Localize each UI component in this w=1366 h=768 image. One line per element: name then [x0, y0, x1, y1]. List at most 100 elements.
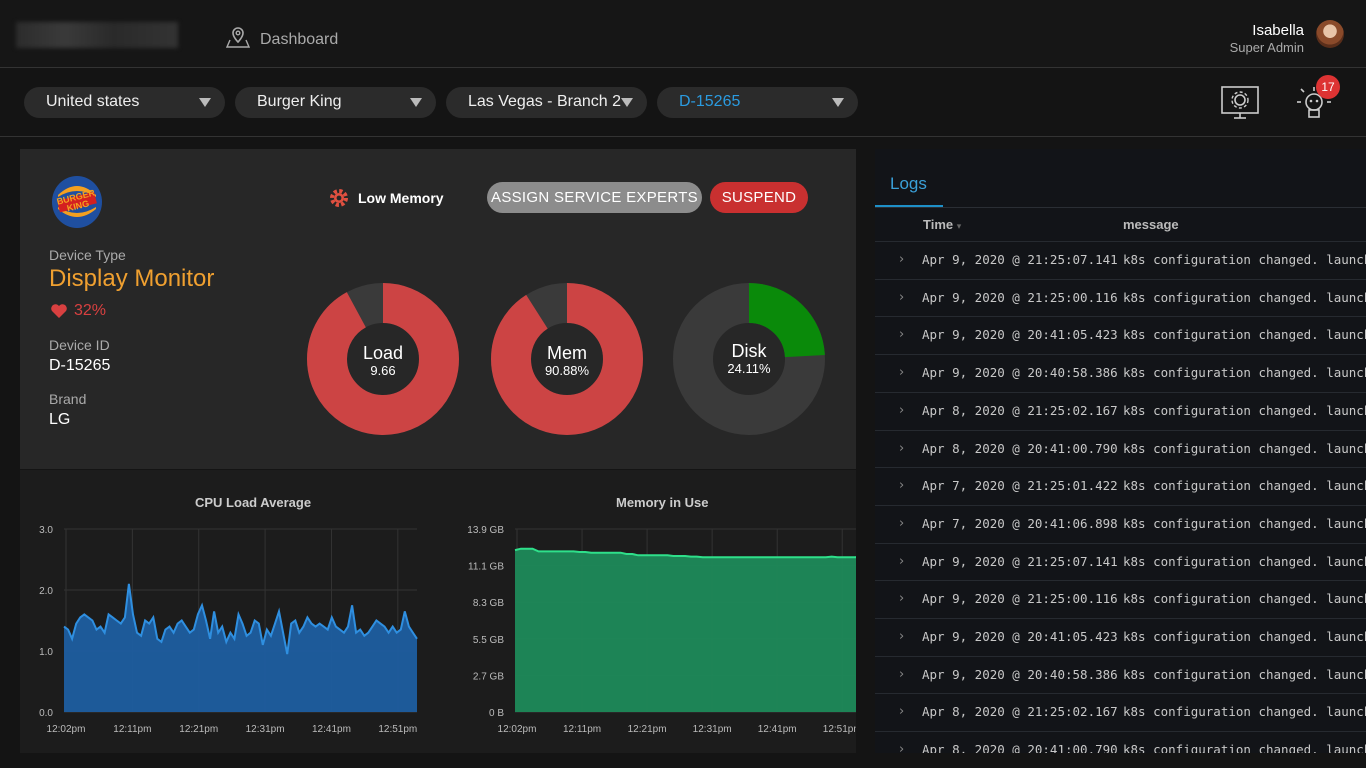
nav-dashboard-link[interactable]: Dashboard	[225, 26, 339, 53]
x-tick-label: 12:31pm	[246, 724, 285, 735]
log-row[interactable]: › Apr 9, 2020 @ 20:41:05.423 k8s configura…	[875, 316, 1366, 354]
log-row[interactable]: › Apr 9, 2020 @ 20:40:58.386 k8s configura…	[875, 354, 1366, 392]
health-value: 32%	[74, 302, 107, 319]
log-message: k8s configuration changed. launching	[1123, 402, 1366, 418]
charts-card: CPU Load Average Memory in Use 0.0 1.0 2.0…	[20, 470, 856, 753]
load-gauge-ring	[307, 283, 459, 435]
log-row[interactable]: › Apr 7, 2020 @ 20:41:06.898 k8s configura…	[875, 504, 1366, 543]
log-row[interactable]: › Apr 8, 2020 @ 20:41:00.790 k8s configura…	[875, 731, 1366, 753]
chevron-right-icon[interactable]: ›	[899, 515, 905, 531]
x-tick-label: 12:41pm	[758, 724, 797, 735]
health-indicator: 32%	[50, 302, 106, 320]
x-tick-label: 12:11pm	[563, 724, 601, 735]
log-time: Apr 9, 2020 @ 21:25:07.141	[922, 553, 1118, 569]
log-time: Apr 9, 2020 @ 20:40:58.386	[922, 365, 1118, 381]
log-row[interactable]: › Apr 9, 2020 @ 20:41:05.423 k8s configura…	[875, 618, 1366, 656]
user-info[interactable]: Isabella Super Admin	[1230, 22, 1304, 55]
chevron-right-icon[interactable]: ›	[899, 742, 905, 753]
avatar[interactable]	[1316, 20, 1344, 48]
log-row[interactable]: › Apr 9, 2020 @ 20:40:58.386 k8s configura…	[875, 655, 1366, 694]
log-message: k8s configuration changed. launching	[1123, 704, 1366, 720]
device-select[interactable]: D-15265	[657, 87, 858, 118]
chevron-right-icon[interactable]: ›	[899, 478, 905, 494]
monitor-settings-button[interactable]	[1220, 83, 1260, 123]
memory-gauge-ring	[491, 283, 643, 435]
branch-select[interactable]: Las Vegas - Branch 2	[446, 87, 647, 118]
chevron-right-icon[interactable]: ›	[899, 289, 905, 305]
chevron-right-icon[interactable]: ›	[899, 440, 905, 456]
memory-gauge-value: 90.88%	[544, 363, 590, 378]
notification-count-badge: 17	[1316, 75, 1340, 99]
y-tick-label: 2.0	[39, 586, 53, 597]
country-select-value: United states	[46, 93, 140, 110]
log-message: k8s configuration changed. launching	[1123, 365, 1366, 381]
chevron-right-icon[interactable]: ›	[899, 252, 905, 267]
heart-icon	[51, 304, 67, 318]
brand-select[interactable]: Burger King	[235, 87, 436, 118]
log-row[interactable]: › Apr 7, 2020 @ 21:25:01.422 k8s configura…	[875, 467, 1366, 505]
series-line	[514, 547, 856, 559]
brand-label: Brand	[49, 391, 87, 407]
log-message: k8s configuration changed. launching	[1123, 591, 1366, 607]
notifications-button[interactable]: 17	[1294, 75, 1340, 123]
memory-gauge-arc	[491, 283, 643, 435]
user-name: Isabella	[1252, 22, 1304, 39]
chevron-right-icon[interactable]: ›	[899, 629, 905, 644]
log-message: k8s configuration changed. launching	[1123, 742, 1366, 753]
log-time: Apr 9, 2020 @ 20:41:05.423	[922, 629, 1118, 644]
chevron-right-icon[interactable]: ›	[899, 553, 905, 569]
suspend-button[interactable]: SUSPEND	[710, 182, 808, 213]
app-logo[interactable]	[16, 22, 178, 48]
filter-bar: United states Burger King Las Vegas - Br…	[0, 69, 1366, 137]
log-row[interactable]: › Apr 9, 2020 @ 21:25:07.141 k8s configura…	[875, 241, 1366, 279]
log-message: k8s configuration changed. launching	[1123, 666, 1366, 682]
y-tick-label: 8.3 GB	[473, 598, 504, 609]
log-time: Apr 8, 2020 @ 21:25:02.167	[922, 402, 1118, 418]
log-row[interactable]: › Apr 9, 2020 @ 21:25:07.141 k8s configura…	[875, 542, 1366, 581]
chevron-right-icon[interactable]: ›	[899, 327, 905, 343]
log-row[interactable]: › Apr 9, 2020 @ 21:25:00.116 k8s configura…	[875, 580, 1366, 618]
log-time: Apr 7, 2020 @ 20:41:06.898	[922, 515, 1118, 531]
brand-select-value: Burger King	[257, 93, 342, 110]
country-select[interactable]: United states	[24, 87, 225, 118]
device-card: BURGER KING Device Type Display Monitor …	[20, 149, 856, 469]
log-row[interactable]: › Apr 8, 2020 @ 21:25:02.167 k8s configura…	[875, 391, 1366, 430]
log-row[interactable]: › Apr 8, 2020 @ 21:25:02.167 k8s configura…	[875, 693, 1366, 731]
tab-logs[interactable]: Logs	[875, 149, 943, 207]
chevron-down-icon	[621, 98, 633, 107]
nav-dashboard-label: Dashboard	[260, 30, 339, 48]
chevron-right-icon[interactable]: ›	[899, 365, 905, 381]
device-id-label: Device ID	[49, 337, 110, 353]
low-memory-alert: Low Memory	[328, 187, 444, 209]
log-message: k8s configuration changed. launching	[1123, 553, 1366, 569]
chevron-right-icon[interactable]: ›	[899, 591, 905, 607]
assign-service-experts-button[interactable]: ASSIGN SERVICE EXPERTS	[487, 182, 702, 213]
area-fill	[515, 548, 856, 712]
tab-divider	[875, 207, 1366, 208]
sort-icon: ▾	[956, 221, 962, 231]
y-tick-label: 5.5 GB	[473, 635, 504, 646]
chevron-right-icon[interactable]: ›	[899, 704, 905, 720]
x-tick-label: 12:41pm	[312, 724, 351, 735]
brand-value: LG	[49, 411, 71, 428]
column-header-time[interactable]: Time ▾	[923, 217, 961, 232]
log-message: k8s configuration changed. launching	[1123, 252, 1366, 267]
load-gauge: Load 9.66	[307, 283, 459, 435]
y-tick-label: 1.0	[39, 647, 53, 658]
log-message: k8s configuration changed. launching	[1123, 629, 1366, 644]
disk-gauge-value: 24.11%	[727, 361, 771, 376]
log-row[interactable]: › Apr 8, 2020 @ 20:41:00.790 k8s configura…	[875, 429, 1366, 468]
chevron-right-icon[interactable]: ›	[899, 666, 905, 682]
device-id-value: D-15265	[49, 357, 111, 374]
chevron-down-icon	[199, 98, 211, 107]
y-tick-label: 0 B	[489, 708, 504, 719]
burger-king-logo: BURGER KING	[50, 175, 104, 234]
disk-gauge-label: Disk	[731, 341, 767, 361]
log-row[interactable]: › Apr 9, 2020 @ 21:25:00.116 k8s configura…	[875, 278, 1366, 317]
memory-gauge: Mem 90.88%	[491, 283, 643, 435]
chevron-right-icon[interactable]: ›	[899, 402, 905, 418]
series-line	[63, 583, 418, 655]
y-tick-label: 13.9 GB	[467, 525, 504, 536]
log-message: k8s configuration changed. launching	[1123, 327, 1366, 343]
y-tick-label: 3.0	[39, 525, 53, 536]
